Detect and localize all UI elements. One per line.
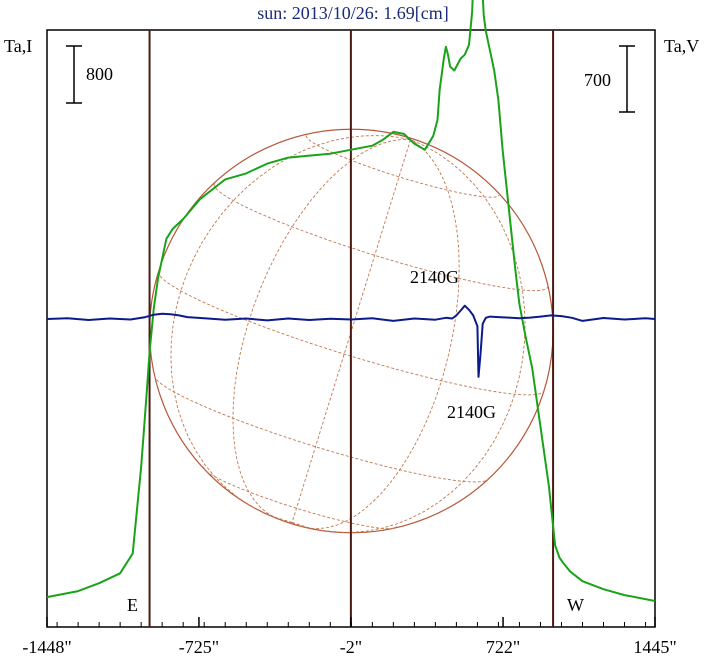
longitude-line <box>291 139 526 533</box>
limb-markers <box>148 30 555 627</box>
latitude-line <box>203 466 397 530</box>
x-tick-label: 722" <box>486 637 520 657</box>
longitude-line <box>170 135 411 523</box>
x-tick-label: -2" <box>340 637 362 657</box>
series-line-intensity <box>46 0 656 602</box>
x-axis-ticks: -1448" -725" -2" 722" 1445" <box>22 617 677 657</box>
y-axis-label-left: Ta,I <box>4 36 32 56</box>
annotation-polarization: 2140G <box>447 402 496 422</box>
latitude-line <box>154 374 489 483</box>
west-label: W <box>567 595 584 615</box>
longitude-line <box>232 139 411 523</box>
longitude-line <box>291 139 460 530</box>
annotation-intensity: 2140G <box>410 267 459 287</box>
longitude-line <box>291 139 411 524</box>
scale-label-left: 800 <box>86 64 113 84</box>
chart-title: sun: 2013/10/26: 1.69[cm] <box>257 3 449 23</box>
x-tick-label: -725" <box>179 637 219 657</box>
scale-bar-right <box>619 45 635 113</box>
series-line-polarization <box>46 304 656 378</box>
x-tick-label: 1445" <box>633 637 676 657</box>
scale-bar-left <box>66 45 82 104</box>
y-axis-label-right: Ta,V <box>664 36 699 56</box>
latitude-line <box>213 183 549 292</box>
scale-label-right: 700 <box>584 70 611 90</box>
latitude-line <box>158 271 545 396</box>
x-tick-label: -1448" <box>22 637 71 657</box>
east-label: E <box>127 595 138 615</box>
